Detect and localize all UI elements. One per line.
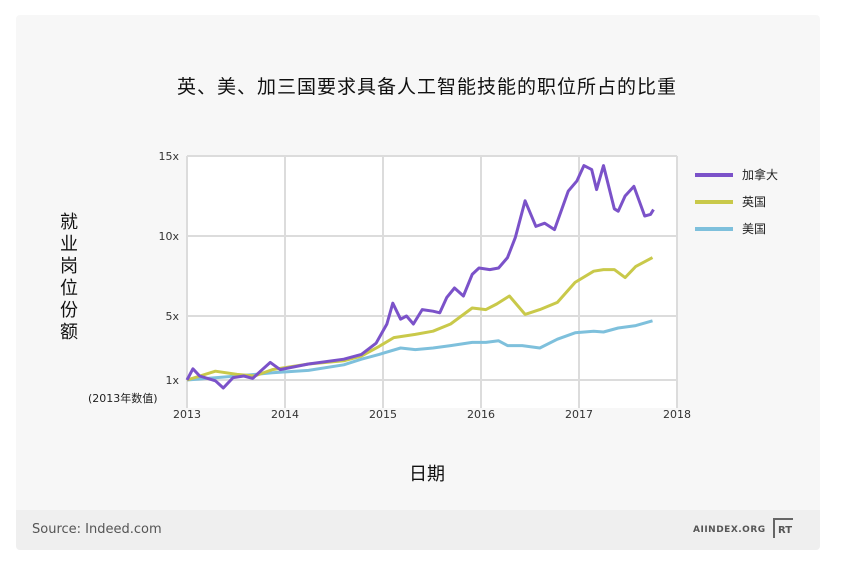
- logo: RT: [773, 518, 793, 538]
- y-axis-label: 就业岗位份额: [60, 212, 78, 343]
- x-tick-label: 2013: [173, 408, 201, 421]
- y-tick-label: 15x: [158, 150, 179, 163]
- source-text: Source: Indeed.com: [32, 522, 162, 537]
- y-tick-label: 5x: [165, 310, 179, 323]
- legend-label: 美国: [742, 222, 766, 236]
- y-tick-label: 10x: [158, 230, 179, 243]
- series-line-美国: [186, 319, 653, 382]
- y-axis-note: (2013年数值): [88, 392, 158, 405]
- x-tick-label: 2015: [369, 408, 397, 421]
- chart-title: 英、美、加三国要求具备人工智能技能的职位所占的比重: [176, 76, 677, 98]
- plot-area: [187, 156, 677, 408]
- x-axis-label: 日期: [409, 464, 445, 485]
- x-tick-label: 2014: [271, 408, 299, 421]
- legend-label: 加拿大: [742, 167, 778, 182]
- x-tick-label: 2018: [663, 408, 691, 421]
- y-tick-label: 1x: [165, 374, 179, 387]
- brand-text[interactable]: AIINDEX.ORG: [693, 525, 766, 535]
- x-tick-label: 2016: [467, 408, 495, 421]
- footer-bar: [16, 510, 820, 550]
- legend-label: 英国: [742, 195, 766, 209]
- x-tick-label: 2017: [565, 408, 593, 421]
- series-line-加拿大: [185, 164, 655, 390]
